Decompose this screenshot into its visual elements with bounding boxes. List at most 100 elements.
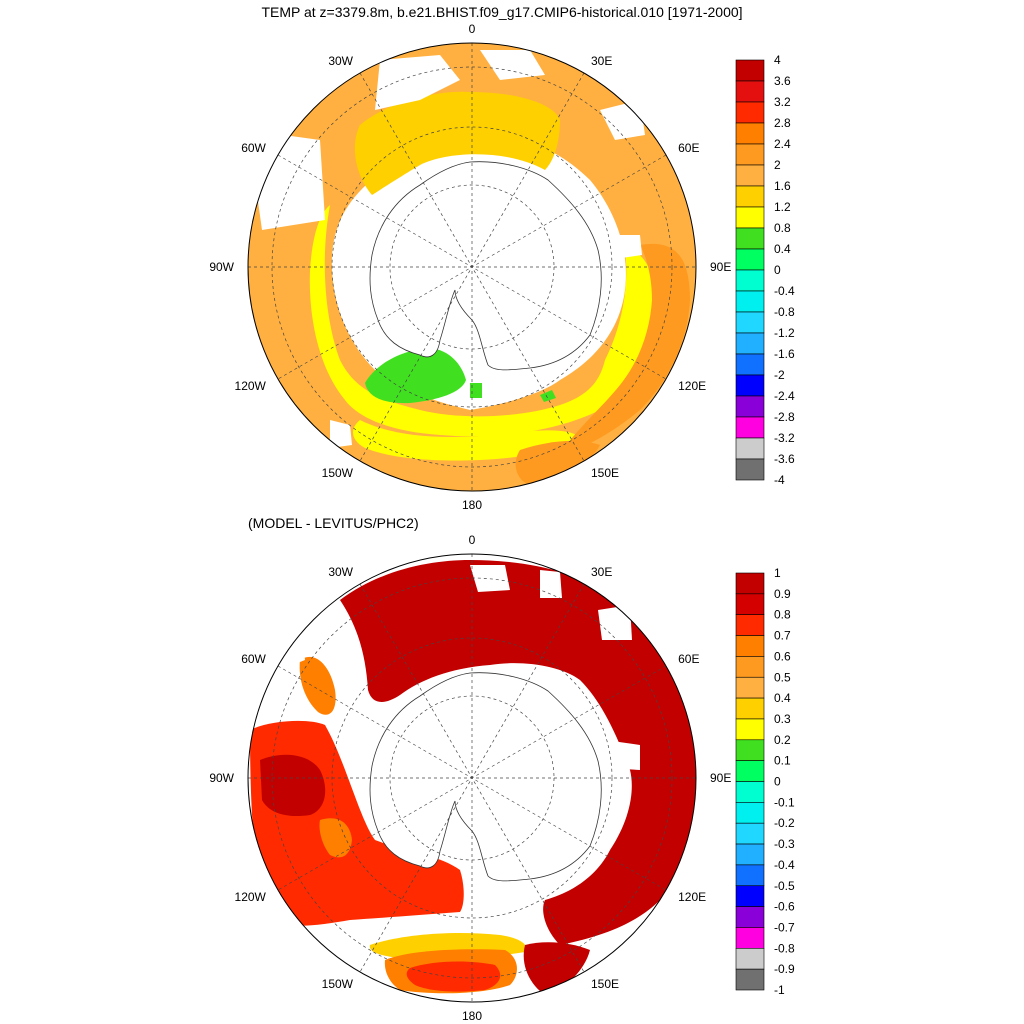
colorbar-swatch <box>735 122 765 145</box>
colorbar-swatch <box>735 656 765 678</box>
lon-label: 90W <box>209 771 234 785</box>
colorbar-label: -0.5 <box>774 879 795 893</box>
colorbar-label: -2.8 <box>774 410 795 424</box>
yellow-band <box>354 91 560 195</box>
colorbar-label: 3.6 <box>774 74 791 88</box>
colorbar-label: -0.1 <box>774 795 795 809</box>
colorbar-label: -0.4 <box>774 284 795 298</box>
colorbar-swatch <box>735 614 765 636</box>
figure-title: TEMP at z=3379.8m, b.e21.BHIST.f09_g17.C… <box>261 4 742 20</box>
colorbar-swatch <box>735 572 765 595</box>
lon-label: 30E <box>591 54 612 68</box>
colorbar-label: 2 <box>774 158 781 172</box>
colorbar-swatch <box>735 906 765 928</box>
lon-label: 120E <box>678 379 706 393</box>
lon-label: 0 <box>469 533 476 547</box>
lon-label: 180 <box>462 498 482 512</box>
colorbar-label: -0.2 <box>774 816 795 830</box>
temp-polar-map <box>247 42 697 492</box>
lon-label: 150W <box>322 977 354 991</box>
colorbar-swatch <box>735 290 765 313</box>
colorbar-label: 1 <box>774 566 781 580</box>
colorbar-swatch <box>735 676 765 699</box>
colorbar-swatch <box>735 101 765 124</box>
colorbar-label: 0.7 <box>774 629 791 643</box>
colorbar-swatch <box>735 164 765 187</box>
graticule <box>248 43 696 491</box>
colorbar-label: -1.2 <box>774 326 795 340</box>
colorbar-swatch <box>735 927 765 949</box>
colorbar-label: -1 <box>774 983 785 997</box>
antarctica <box>369 161 602 371</box>
colorbar-label: 1.6 <box>774 179 791 193</box>
colorbar-label: -0.6 <box>774 900 795 914</box>
colorbar-swatch <box>735 59 765 82</box>
colorbar-swatch <box>735 269 765 292</box>
colorbar-swatch <box>735 968 765 991</box>
colorbar-swatch <box>735 593 765 615</box>
colorbar-label: -0.8 <box>774 305 795 319</box>
indian-sector <box>560 243 690 455</box>
lon-label: 90E <box>710 260 731 274</box>
colorbar-label: 0.5 <box>774 670 791 684</box>
lon-label: 30E <box>591 565 612 579</box>
colorbar-swatch <box>735 206 765 229</box>
colorbar-swatch <box>735 864 765 887</box>
colorbar-label: 0.6 <box>774 649 791 663</box>
lon-label: 120W <box>235 379 267 393</box>
ross-sea-patch <box>365 348 466 404</box>
colorbar-label: 0 <box>774 775 781 789</box>
colorbar-swatch <box>735 802 765 824</box>
colorbar-swatch <box>735 437 765 460</box>
colorbar-swatch <box>735 635 765 657</box>
colorbar-label: 0.8 <box>774 608 791 622</box>
colorbar-label: -0.4 <box>774 858 795 872</box>
colorbar-swatch <box>735 416 765 439</box>
colorbar-label: 0.8 <box>774 221 791 235</box>
colorbar-swatch <box>735 885 765 907</box>
colorbar-label: 1.2 <box>774 200 791 214</box>
colorbar-swatch <box>735 395 765 418</box>
colorbar-swatch <box>735 80 765 103</box>
colorbar-swatch <box>735 760 765 782</box>
colorbar-swatch <box>735 697 765 720</box>
colorbar-swatch <box>735 718 765 741</box>
colorbar-swatch <box>735 739 765 761</box>
colorbar-swatch <box>735 332 765 355</box>
colorbar-label: -2 <box>774 368 785 382</box>
colorbar-label: -3.6 <box>774 452 795 466</box>
graticule <box>248 554 696 1002</box>
colorbar-label: 2.4 <box>774 137 791 151</box>
lon-label: 60E <box>678 141 699 155</box>
colorbar-bottom: 1 0.9 0.8 0.7 0.6 0.5 0.4 0.3 0.2 0.1 0 -0.1 -0.2 -0.… <box>735 566 795 997</box>
colorbar-swatch <box>735 822 765 845</box>
colorbar-label: 2.8 <box>774 116 791 130</box>
colorbar-swatch <box>735 311 765 334</box>
lon-label: 30W <box>328 565 353 579</box>
colorbar-top: 4 3.6 3.2 2.8 2.4 2 1.6 1.2 0.8 0.4 0 -0.4 -0.8 -1.2 -… <box>735 53 795 487</box>
colorbar-swatch <box>735 947 765 970</box>
atlantic-indian-anomaly <box>340 560 696 945</box>
colorbar-label: 0.2 <box>774 733 791 747</box>
colorbar-swatch <box>735 458 765 481</box>
colorbar-label: -2.4 <box>774 389 795 403</box>
colorbar-label: 3.2 <box>774 95 791 109</box>
colorbar-label: 0.4 <box>774 242 791 256</box>
colorbar-swatch <box>735 843 765 866</box>
lon-label: 60W <box>241 652 266 666</box>
colorbar-label: 0.4 <box>774 691 791 705</box>
colorbar-label: -0.7 <box>774 920 795 934</box>
colorbar-swatch <box>735 248 765 271</box>
colorbar-label: -3.2 <box>774 431 795 445</box>
longitude-labels-bottom: 0 30E 60E 90E 120E 150E 180 150W 120W 90W 60W 30W <box>209 533 731 1023</box>
colorbar-swatch <box>735 353 765 376</box>
lon-label: 90W <box>209 260 234 274</box>
colorbar-swatch <box>735 143 765 166</box>
lon-label: 150W <box>322 466 354 480</box>
colorbar-label: -0.3 <box>774 837 795 851</box>
lon-label: 120W <box>235 890 267 904</box>
colorbar-swatch <box>735 374 765 397</box>
colorbar-label: 0.9 <box>774 587 791 601</box>
lon-label: 0 <box>469 22 476 36</box>
